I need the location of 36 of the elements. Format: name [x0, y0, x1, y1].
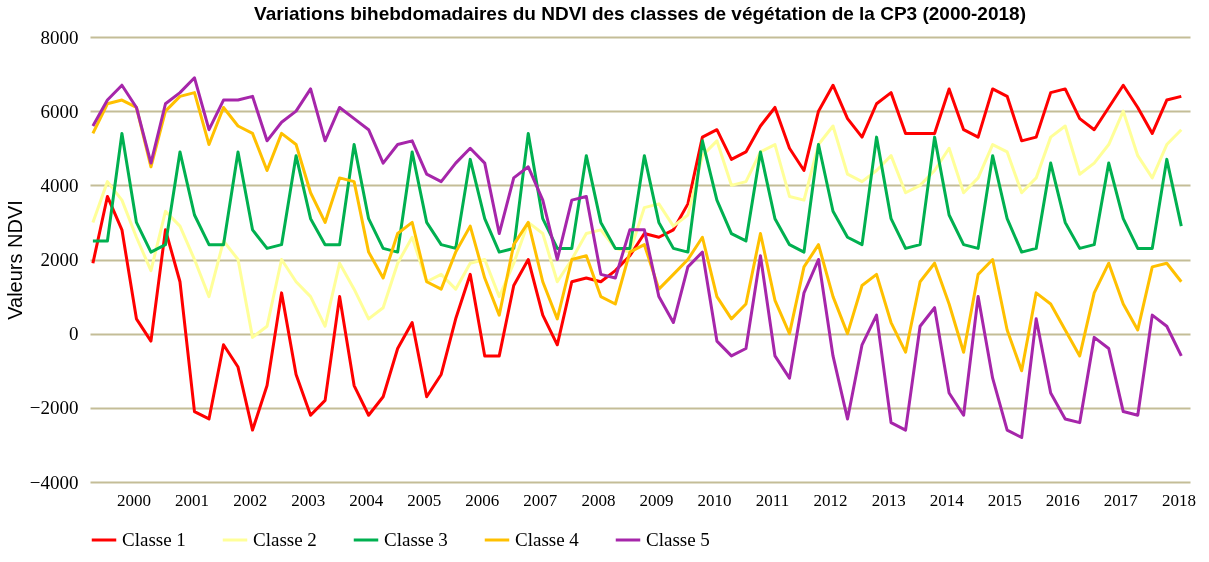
x-tick-label: 2012	[813, 490, 848, 510]
x-tick-label: 2006	[465, 490, 500, 510]
y-tick-label: −4000	[29, 471, 79, 493]
chart-title: Variations bihebdomadaires du NDVI des classes de végétation de la CP3 (2000-2018)	[254, 3, 1026, 24]
x-tick-label: 2009	[639, 490, 674, 510]
y-tick-label: 4000	[40, 174, 79, 196]
x-tick-label: 2014	[929, 490, 965, 510]
legend-label: Classe 3	[384, 529, 448, 550]
y-tick-label: −2000	[29, 397, 79, 419]
x-tick-label: 2000	[117, 490, 152, 510]
legend-label: Classe 4	[515, 529, 580, 550]
legend-label: Classe 1	[122, 529, 186, 550]
x-tick-label: 2011	[755, 490, 790, 510]
line-series	[91, 131, 1183, 254]
x-tick-label: 2005	[407, 490, 442, 510]
y-axis-title: Valeurs NDVI	[3, 200, 26, 320]
y-tick-label: 8000	[40, 26, 79, 48]
x-tick-label: 2010	[697, 490, 732, 510]
legend-label: Classe 5	[646, 529, 710, 550]
y-tick-label: 2000	[40, 249, 79, 270]
x-tick-label: 2004	[349, 490, 384, 510]
x-tick-label: 2001	[175, 490, 210, 510]
line-series	[91, 91, 1183, 373]
y-tick-label: 6000	[40, 100, 79, 122]
x-tick-label: 2007	[523, 490, 558, 510]
line-series	[91, 109, 1183, 339]
x-tick-label: 2018	[1161, 490, 1196, 510]
x-tick-label: 2008	[581, 490, 616, 510]
y-tick-label: 0	[69, 323, 79, 345]
x-tick-label: 2013	[871, 490, 906, 510]
x-tick-label: 2015	[987, 490, 1022, 510]
legend-label: Classe 2	[253, 529, 317, 550]
x-tick-label: 2002	[233, 490, 268, 510]
x-tick-label: 2016	[1045, 490, 1080, 510]
x-tick-label: 2003	[291, 490, 326, 510]
x-tick-label: 2017	[1103, 490, 1139, 510]
